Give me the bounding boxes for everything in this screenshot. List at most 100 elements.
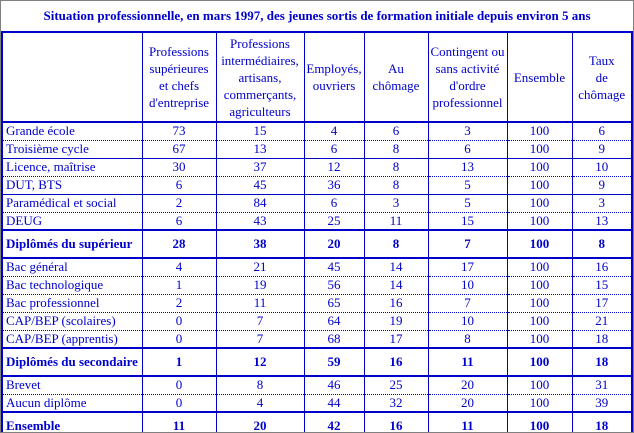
cell-value: 6 — [303, 194, 364, 213]
cell-value: 5 — [427, 194, 507, 213]
table-row: Brevet 0 8 46 25 20 100 31 — [2, 376, 632, 395]
summary-row: Diplômés du supérieur 28 38 20 8 7 100 8 — [2, 230, 632, 259]
cell-value: 0 — [141, 312, 216, 331]
table-row: CAP/BEP (scolaires) 0 7 64 19 10 100 21 — [2, 312, 632, 331]
table-row: Paramédical et social 2 84 6 3 5 100 3 — [2, 194, 632, 213]
cell-value: 8 — [363, 140, 428, 159]
table-row: Bac général 4 21 45 14 17 100 16 — [2, 258, 632, 277]
cell-value: 17 — [427, 258, 507, 277]
row-label: Troisième cycle — [2, 140, 142, 159]
column-header: Au chômage — [363, 32, 428, 123]
cell-value: 100 — [506, 122, 572, 141]
table-row: Bac technologique 1 19 56 14 10 100 15 — [2, 276, 632, 295]
cell-value: 11 — [141, 412, 216, 432]
table-row: Grande école 73 15 4 6 3 100 6 — [2, 122, 632, 141]
cell-value: 100 — [506, 294, 572, 313]
column-header: Employés, ouvriers — [303, 32, 364, 123]
cell-value: 100 — [506, 276, 572, 295]
cell-value: 16 — [363, 412, 428, 432]
cell-value: 46 — [303, 376, 364, 395]
row-label: Bac technologique — [2, 276, 142, 295]
corner-cell — [2, 32, 142, 123]
column-header: Professions intermédiaires, artisans, co… — [215, 32, 304, 123]
cell-value: 7 — [215, 312, 304, 331]
cell-value: 11 — [215, 294, 304, 313]
cell-value: 4 — [141, 258, 216, 277]
column-header: Contingent ou sans activité d'ordre prof… — [427, 32, 507, 123]
cell-value: 100 — [506, 140, 572, 159]
cell-value: 19 — [215, 276, 304, 295]
column-header: Ensemble — [506, 32, 572, 123]
cell-value: 32 — [363, 394, 428, 413]
table-title: Situation professionnelle, en mars 1997,… — [43, 8, 591, 23]
cell-value: 16 — [363, 348, 428, 377]
cell-value: 6 — [363, 122, 428, 141]
row-label: Grande école — [2, 122, 142, 141]
cell-value: 14 — [363, 258, 428, 277]
cell-value: 9 — [571, 176, 632, 195]
cell-value: 8 — [363, 158, 428, 177]
cell-value: 100 — [506, 412, 572, 432]
cell-value: 4 — [303, 122, 364, 141]
table-row: Bac professionnel 2 11 65 16 7 100 17 — [2, 294, 632, 313]
cell-value: 38 — [215, 230, 304, 259]
cell-value: 39 — [571, 394, 632, 413]
cell-value: 100 — [506, 348, 572, 377]
row-label: CAP/BEP (scolaires) — [2, 312, 142, 331]
cell-value: 0 — [141, 394, 216, 413]
cell-value: 100 — [506, 312, 572, 331]
cell-value: 8 — [427, 330, 507, 349]
cell-value: 4 — [215, 394, 304, 413]
cell-value: 13 — [571, 212, 632, 231]
row-label: Paramédical et social — [2, 194, 142, 213]
cell-value: 6 — [427, 140, 507, 159]
cell-value: 6 — [303, 140, 364, 159]
summary-row: Diplômés du secondaire 1 12 59 16 11 100 18 — [2, 348, 632, 377]
cell-value: 45 — [215, 176, 304, 195]
table-row: DUT, BTS 6 45 36 8 5 100 9 — [2, 176, 632, 195]
header-row: Professions supérieures et chefs d'entre… — [2, 32, 632, 123]
row-label: CAP/BEP (apprentis) — [2, 330, 142, 349]
column-header: Professions supérieures et chefs d'entre… — [141, 32, 216, 123]
cell-value: 1 — [141, 348, 216, 377]
cell-value: 17 — [571, 294, 632, 313]
cell-value: 20 — [427, 394, 507, 413]
cell-value: 11 — [427, 348, 507, 377]
column-header: Taux de chômage — [571, 32, 632, 123]
cell-value: 6 — [141, 176, 216, 195]
data-table: Professions supérieures et chefs d'entre… — [1, 31, 633, 432]
cell-value: 10 — [571, 158, 632, 177]
table-header: Professions supérieures et chefs d'entre… — [2, 32, 632, 123]
cell-value: 6 — [571, 122, 632, 141]
cell-value: 0 — [141, 330, 216, 349]
cell-value: 68 — [303, 330, 364, 349]
cell-value: 100 — [506, 212, 572, 231]
cell-value: 100 — [506, 394, 572, 413]
summary-row: Ensemble 11 20 42 16 11 100 18 — [2, 412, 632, 432]
cell-value: 84 — [215, 194, 304, 213]
cell-value: 3 — [571, 194, 632, 213]
cell-value: 56 — [303, 276, 364, 295]
cell-value: 100 — [506, 330, 572, 349]
cell-value: 8 — [363, 230, 428, 259]
cell-value: 8 — [363, 176, 428, 195]
cell-value: 45 — [303, 258, 364, 277]
cell-value: 20 — [427, 376, 507, 395]
cell-value: 73 — [141, 122, 216, 141]
cell-value: 44 — [303, 394, 364, 413]
cell-value: 19 — [363, 312, 428, 331]
cell-value: 100 — [506, 176, 572, 195]
cell-value: 2 — [141, 194, 216, 213]
row-label: Diplômés du supérieur — [2, 230, 142, 259]
cell-value: 3 — [363, 194, 428, 213]
cell-value: 36 — [303, 176, 364, 195]
cell-value: 37 — [215, 158, 304, 177]
cell-value: 30 — [141, 158, 216, 177]
table-row: Aucun diplôme 0 4 44 32 20 100 39 — [2, 394, 632, 413]
cell-value: 10 — [427, 312, 507, 331]
cell-value: 20 — [215, 412, 304, 432]
cell-value: 100 — [506, 258, 572, 277]
cell-value: 13 — [215, 140, 304, 159]
cell-value: 12 — [215, 348, 304, 377]
cell-value: 15 — [427, 212, 507, 231]
